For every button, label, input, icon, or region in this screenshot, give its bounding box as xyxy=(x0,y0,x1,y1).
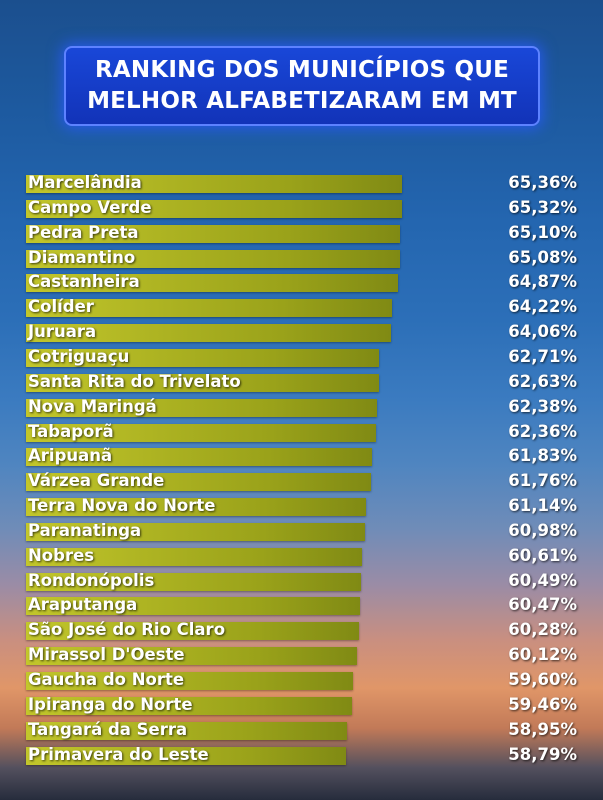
value-label: 60,47% xyxy=(508,595,577,615)
category-label: São José do Rio Claro xyxy=(28,620,226,640)
category-label: Nobres xyxy=(28,545,95,565)
bar xyxy=(26,721,348,740)
category-label: Aripuanã xyxy=(28,446,113,466)
category-label: Tangará da Serra xyxy=(28,719,188,739)
category-label: Colíder xyxy=(28,297,94,317)
value-label: 60,61% xyxy=(508,545,577,565)
category-label: Ipiranga do Norte xyxy=(28,694,193,714)
category-label: Cotriguaçu xyxy=(28,346,130,366)
value-label: 65,36% xyxy=(508,173,577,192)
category-label: Marcelândia xyxy=(28,173,142,192)
category-label: Pedra Preta xyxy=(28,222,139,242)
chart-title-box: RANKING DOS MUNICÍPIOS QUE MELHOR ALFABE… xyxy=(64,46,540,126)
category-label: Primavera do Leste xyxy=(28,744,209,764)
value-label: 64,22% xyxy=(508,297,577,317)
value-label: 58,79% xyxy=(508,744,577,764)
bar xyxy=(26,622,359,641)
category-label: Campo Verde xyxy=(28,197,152,217)
chart-title: RANKING DOS MUNICÍPIOS QUE MELHOR ALFABE… xyxy=(87,55,517,117)
value-label: 61,14% xyxy=(508,496,577,516)
bar xyxy=(26,597,361,616)
value-label: 61,83% xyxy=(508,446,577,466)
bar xyxy=(26,423,377,442)
bar xyxy=(26,249,400,268)
value-label: 60,12% xyxy=(508,645,577,665)
bar xyxy=(26,348,380,367)
value-label: 62,38% xyxy=(508,396,577,416)
bar xyxy=(26,373,379,392)
category-label: Rondonópolis xyxy=(28,570,155,590)
category-label: Juruara xyxy=(28,322,97,342)
category-label: Nova Maringá xyxy=(28,396,157,416)
category-label: Tabaporã xyxy=(28,421,114,441)
value-label: 64,87% xyxy=(508,272,577,292)
bar xyxy=(26,672,353,690)
category-label: Castanheira xyxy=(28,272,140,292)
category-label: Terra Nova do Norte xyxy=(28,496,216,516)
bar xyxy=(26,448,372,467)
bar xyxy=(26,498,366,517)
value-label: 62,36% xyxy=(508,421,577,441)
bar xyxy=(26,547,362,566)
bar xyxy=(26,696,352,715)
value-label: 58,95% xyxy=(508,719,577,739)
bar xyxy=(26,224,400,243)
category-label: Araputanga xyxy=(28,595,138,615)
value-label: 65,10% xyxy=(508,222,577,242)
bar xyxy=(26,175,402,193)
category-label: Várzea Grande xyxy=(28,471,165,491)
value-label: 62,71% xyxy=(508,346,577,366)
category-label: Diamantino xyxy=(28,247,136,267)
chart-title-line-1: RANKING DOS MUNICÍPIOS QUE xyxy=(95,57,509,83)
value-label: 59,60% xyxy=(508,670,577,689)
bar xyxy=(26,398,377,417)
bar xyxy=(26,572,361,591)
chart-title-line-2: MELHOR ALFABETIZARAM EM MT xyxy=(87,88,517,114)
value-label: 60,98% xyxy=(508,520,577,540)
bar xyxy=(26,324,391,343)
value-label: 64,06% xyxy=(508,322,577,342)
bar xyxy=(26,199,402,218)
bar xyxy=(26,522,365,541)
value-label: 59,46% xyxy=(508,694,577,714)
category-label: Paranatinga xyxy=(28,520,142,540)
bar xyxy=(26,746,346,765)
value-label: 62,63% xyxy=(508,371,577,391)
bar xyxy=(26,299,393,318)
bar xyxy=(26,473,372,492)
category-label: Gaucha do Norte xyxy=(28,670,185,689)
category-label: Santa Rita do Trivelato xyxy=(28,371,241,391)
category-label: Mirassol D'Oeste xyxy=(28,645,185,665)
value-label: 61,76% xyxy=(508,471,577,491)
value-label: 60,49% xyxy=(508,570,577,590)
value-label: 60,28% xyxy=(508,620,577,640)
bar xyxy=(26,274,398,293)
value-label: 65,08% xyxy=(508,247,577,267)
bar xyxy=(26,647,358,666)
value-label: 65,32% xyxy=(508,197,577,217)
